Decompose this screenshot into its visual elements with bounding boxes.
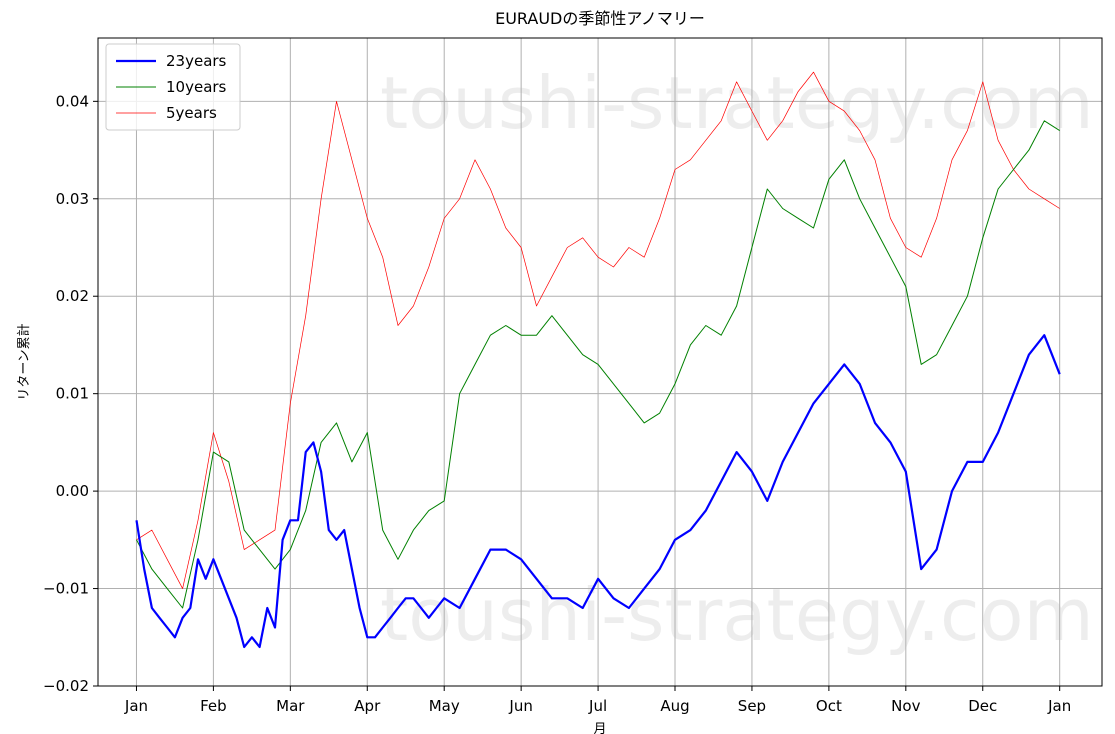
legend: 23years 10years 5years (105, 43, 241, 131)
y-axis-title: リターン累計 (16, 323, 32, 400)
x-tick-label: Feb (200, 697, 227, 715)
x-tick-label: Jan (1047, 697, 1071, 715)
y-tick-label: 0.03 (56, 190, 89, 208)
series-line-10years (136, 120, 1060, 609)
watermark-text: toushi-strategy.com (380, 61, 1094, 145)
x-tick-label: Apr (354, 697, 381, 715)
x-tick-label: Mar (276, 697, 305, 715)
x-tick-label: Jan (124, 697, 148, 715)
y-tick-label: 0.04 (56, 92, 89, 110)
plot-frame (97, 37, 1103, 687)
y-tick-label: −0.02 (43, 677, 89, 695)
x-axis: Jan Feb Mar Apr May Jun Jul Aug Sep Oct Nov Dec Jan (124, 686, 1071, 715)
y-tick-label: 0.01 (56, 385, 89, 403)
x-tick-label: Jun (508, 697, 532, 715)
x-tick-label: May (429, 697, 460, 715)
y-tick-label: −0.01 (43, 580, 89, 598)
y-tick-label: 0.00 (56, 482, 89, 500)
x-tick-label: Nov (891, 697, 920, 715)
y-tick-label: 0.02 (56, 287, 89, 305)
watermark-text: toushi-strategy.com (380, 573, 1094, 657)
series-layer (135, 71, 1061, 649)
x-tick-label: Sep (738, 697, 766, 715)
legend-label: 5years (166, 104, 217, 122)
legend-label: 23years (166, 52, 227, 70)
legend-box (105, 43, 241, 131)
x-tick-label: Jul (588, 697, 607, 715)
series-line-5years (136, 71, 1060, 589)
series-line-23years (135, 334, 1061, 649)
legend-label: 10years (166, 78, 227, 96)
x-tick-label: Aug (660, 697, 689, 715)
x-axis-title: 月 (593, 722, 606, 734)
x-tick-label: Oct (816, 697, 842, 715)
x-tick-label: Dec (968, 697, 997, 715)
y-axis: −0.02 −0.01 0.00 0.01 0.02 0.03 0.04 (43, 92, 98, 695)
chart-title: EURAUDの季節性アノマリー (495, 9, 705, 28)
